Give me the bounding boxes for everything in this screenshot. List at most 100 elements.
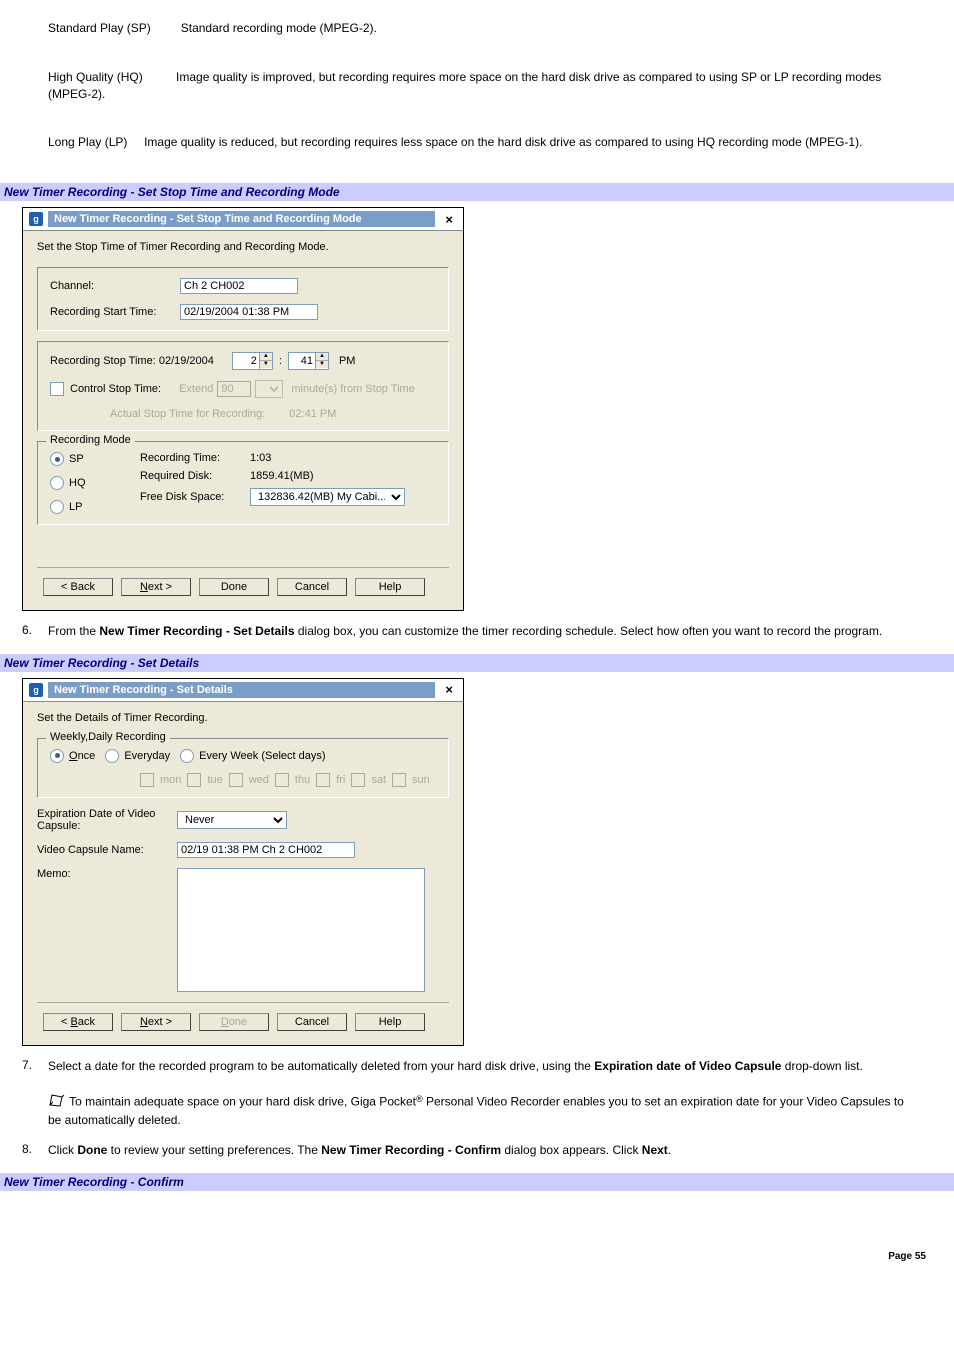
lp-label: Long Play (LP) xyxy=(48,135,127,149)
done-button: Done xyxy=(199,1013,269,1031)
channel-group: Channel: Recording Start Time: xyxy=(37,267,449,331)
sp-desc: Standard recording mode (MPEG-2). xyxy=(181,21,377,35)
expiration-label: Expiration Date of Video Capsule: xyxy=(37,808,177,832)
extend-input xyxy=(217,381,251,397)
step-7: 7. Select a date for the recorded progra… xyxy=(48,1058,906,1128)
stop-min-spinner[interactable]: ▲▼ xyxy=(288,352,329,370)
dialog-set-stop-time: g New Timer Recording - Set Stop Time an… xyxy=(22,207,464,611)
memo-textarea[interactable] xyxy=(177,868,425,992)
dialog1-button-row: < Back Next > Done Cancel Help xyxy=(37,578,449,596)
chk-fri xyxy=(316,773,330,787)
cancel-button[interactable]: Cancel xyxy=(277,578,347,596)
rectime-label: Recording Time: xyxy=(140,452,250,464)
weekly-daily-group: Weekly,Daily Recording Once Everyday Eve… xyxy=(37,738,449,798)
actual-stop-label: Actual Stop Time for Recording: xyxy=(110,408,265,420)
radio-once[interactable] xyxy=(50,749,64,763)
dialog2-instruction: Set the Details of Timer Recording. xyxy=(37,712,449,724)
spin-down-icon[interactable]: ▼ xyxy=(316,361,328,368)
step-8: 8. Click Done to review your setting pre… xyxy=(48,1142,906,1159)
expiration-select[interactable]: Never xyxy=(177,811,287,829)
everyday-label: Everyday xyxy=(124,750,170,762)
dialog-set-details: g New Timer Recording - Set Details × Se… xyxy=(22,678,464,1046)
sp-radio-label: SP xyxy=(69,453,84,465)
start-time-input[interactable] xyxy=(180,304,318,320)
hq-label: High Quality (HQ) xyxy=(48,70,143,84)
close-icon[interactable]: × xyxy=(441,212,457,227)
section-header-confirm: New Timer Recording - Confirm xyxy=(0,1173,954,1191)
done-button[interactable]: Done xyxy=(199,578,269,596)
step-number: 7. xyxy=(22,1058,32,1072)
rectime-value: 1:03 xyxy=(250,452,271,464)
chk-sat xyxy=(351,773,365,787)
close-icon[interactable]: × xyxy=(441,682,457,697)
hq-desc: Image quality is improved, but recording… xyxy=(48,70,881,101)
step-6: 6. From the New Timer Recording - Set De… xyxy=(48,623,906,640)
stop-time-group: Recording Stop Time: 02/19/2004 ▲▼ : ▲▼ … xyxy=(37,341,449,431)
radio-lp[interactable] xyxy=(50,500,64,514)
note-icon xyxy=(48,1093,66,1112)
dialog1-titlebar: g New Timer Recording - Set Stop Time an… xyxy=(23,208,463,231)
reqdisk-value: 1859.41(MB) xyxy=(250,470,314,482)
capsule-name-label: Video Capsule Name: xyxy=(37,844,177,856)
radio-everyday[interactable] xyxy=(105,749,119,763)
stop-hour-input[interactable] xyxy=(233,353,259,369)
freedisk-label: Free Disk Space: xyxy=(140,491,250,503)
back-button[interactable]: < Back xyxy=(43,578,113,596)
spin-up-icon[interactable]: ▲ xyxy=(260,353,272,361)
app-icon: g xyxy=(29,212,43,226)
radio-sp[interactable] xyxy=(50,452,64,466)
radio-hq-row[interactable]: HQ xyxy=(50,476,140,490)
recording-mode-group: Recording Mode SP HQ LP Recording Time:1… xyxy=(37,441,449,525)
help-button[interactable]: Help xyxy=(355,578,425,596)
start-time-label: Recording Start Time: xyxy=(50,306,180,318)
back-button[interactable]: < Back xyxy=(43,1013,113,1031)
step7-bold: Expiration date of Video Capsule xyxy=(594,1059,781,1073)
app-icon: g xyxy=(29,683,43,697)
step-number: 8. xyxy=(22,1142,32,1156)
lp-radio-label: LP xyxy=(69,501,82,513)
spin-up-icon[interactable]: ▲ xyxy=(316,353,328,361)
extend-select xyxy=(255,380,283,398)
once-label: Once xyxy=(69,750,95,762)
actual-stop-value: 02:41 PM xyxy=(289,408,336,420)
radio-everyweek[interactable] xyxy=(180,749,194,763)
weekly-legend: Weekly,Daily Recording xyxy=(46,731,170,743)
freedisk-select[interactable]: 132836.42(MB) My Cabi... xyxy=(250,488,405,506)
dialog2-titlebar: g New Timer Recording - Set Details × xyxy=(23,679,463,702)
next-button[interactable]: Next > xyxy=(121,1013,191,1031)
chk-thu xyxy=(275,773,289,787)
chk-sun xyxy=(392,773,406,787)
reqdisk-label: Required Disk: xyxy=(140,470,250,482)
sp-definition: Standard Play (SP) Standard recording mo… xyxy=(48,20,906,37)
extend-unit: minute(s) from Stop Time xyxy=(291,383,414,395)
stop-min-input[interactable] xyxy=(289,353,315,369)
dialog1-title: New Timer Recording - Set Stop Time and … xyxy=(48,211,435,227)
hq-definition: High Quality (HQ) Image quality is impro… xyxy=(48,69,906,103)
sp-label: Standard Play (SP) xyxy=(48,21,151,35)
control-stop-label: Control Stop Time: xyxy=(70,383,161,395)
dialog2-button-row: < Back Next > Done Cancel Help xyxy=(37,1013,449,1031)
channel-label: Channel: xyxy=(50,280,180,292)
memo-label: Memo: xyxy=(37,868,177,880)
step-number: 6. xyxy=(22,623,32,637)
dialog2-title: New Timer Recording - Set Details xyxy=(48,682,435,698)
section-header-stoptime: New Timer Recording - Set Stop Time and … xyxy=(0,183,954,201)
radio-lp-row[interactable]: LP xyxy=(50,500,140,514)
spin-down-icon[interactable]: ▼ xyxy=(260,361,272,368)
stop-hour-spinner[interactable]: ▲▼ xyxy=(232,352,273,370)
channel-input[interactable] xyxy=(180,278,298,294)
stop-time-label: Recording Stop Time: 02/19/2004 xyxy=(50,355,214,367)
radio-hq[interactable] xyxy=(50,476,64,490)
radio-sp-row[interactable]: SP xyxy=(50,452,140,466)
hq-radio-label: HQ xyxy=(69,477,86,489)
help-button[interactable]: Help xyxy=(355,1013,425,1031)
everyweek-label: Every Week (Select days) xyxy=(199,750,325,762)
page-number: Page 55 xyxy=(48,1251,926,1262)
next-button[interactable]: Next > xyxy=(121,578,191,596)
control-stop-checkbox[interactable] xyxy=(50,382,64,396)
cancel-button[interactable]: Cancel xyxy=(277,1013,347,1031)
section-header-details: New Timer Recording - Set Details xyxy=(0,654,954,672)
capsule-name-input[interactable] xyxy=(177,842,355,858)
reg-mark: ® xyxy=(416,1094,423,1104)
chk-tue xyxy=(187,773,201,787)
